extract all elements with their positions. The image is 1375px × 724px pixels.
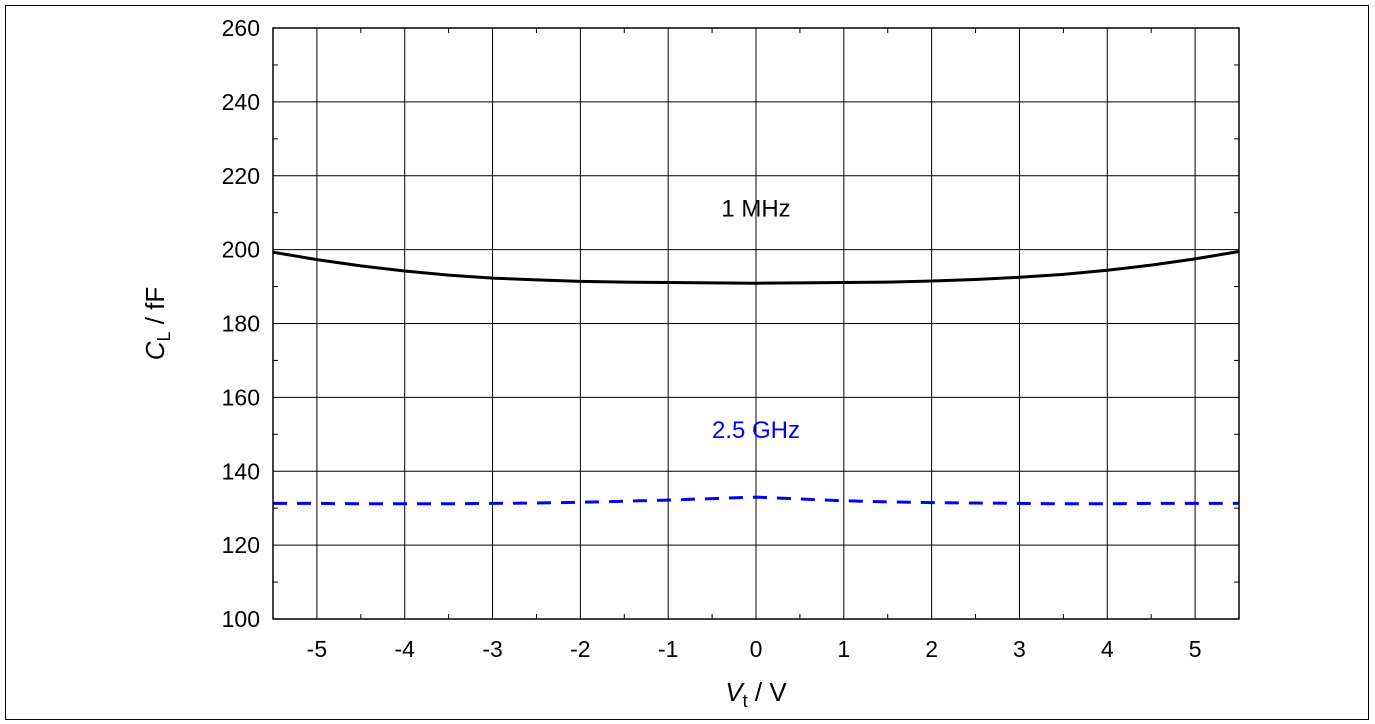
x-tick-label: -5: [307, 636, 327, 662]
y-tick-label: 200: [222, 237, 260, 263]
x-tick-label: -1: [658, 636, 678, 662]
x-axis-label: Vt / V: [725, 677, 787, 711]
x-tick-label: -3: [482, 636, 502, 662]
annotation-label: 1 MHz: [721, 195, 790, 222]
y-tick-label: 260: [222, 15, 260, 41]
x-tick-label: 1: [837, 636, 850, 662]
y-axis-label-main: C: [140, 341, 170, 360]
x-axis-label-unit: / V: [748, 677, 788, 707]
x-tick-label: -4: [395, 636, 416, 662]
annotations: 1 MHz 2.5 GHz: [712, 195, 800, 444]
x-tick-label: 2: [925, 636, 938, 662]
y-axis-label-unit: / fF: [140, 287, 170, 332]
annotation-label: 2.5 GHz: [712, 417, 800, 444]
y-axis-label: CL / fF: [140, 287, 174, 361]
series-line-2-5-ghz: [273, 495, 1239, 506]
y-tick-label: 120: [222, 532, 260, 558]
x-tick-label: -2: [570, 636, 590, 662]
x-axis-label-sub: t: [743, 691, 748, 711]
x-tick-label: 4: [1101, 636, 1114, 662]
y-tick-label: 240: [222, 89, 260, 115]
series-layer: [272, 250, 1240, 506]
series-line-1-mhz: [272, 250, 1240, 285]
y-tick-label: 180: [222, 311, 260, 337]
y-tick-label: 220: [222, 163, 260, 189]
x-tick-labels: -5 -4 -3 -2 -1 0 1 2 3 4 5: [307, 636, 1202, 662]
y-tick-label: 100: [222, 606, 260, 632]
x-tick-label: 3: [1013, 636, 1026, 662]
x-tick-label: 5: [1189, 636, 1202, 662]
grid: [273, 27, 1239, 620]
y-tick-label: 160: [222, 384, 260, 410]
y-axis-label-sub: L: [154, 331, 174, 341]
x-tick-label: 0: [750, 636, 763, 662]
y-tick-labels: 100 120 140 160 180 200 220 240 260: [222, 15, 260, 632]
figure-frame: [5, 5, 1369, 720]
y-tick-label: 140: [222, 458, 260, 484]
x-axis-label-main: V: [725, 677, 745, 707]
plot-area-border: [272, 27, 1240, 620]
